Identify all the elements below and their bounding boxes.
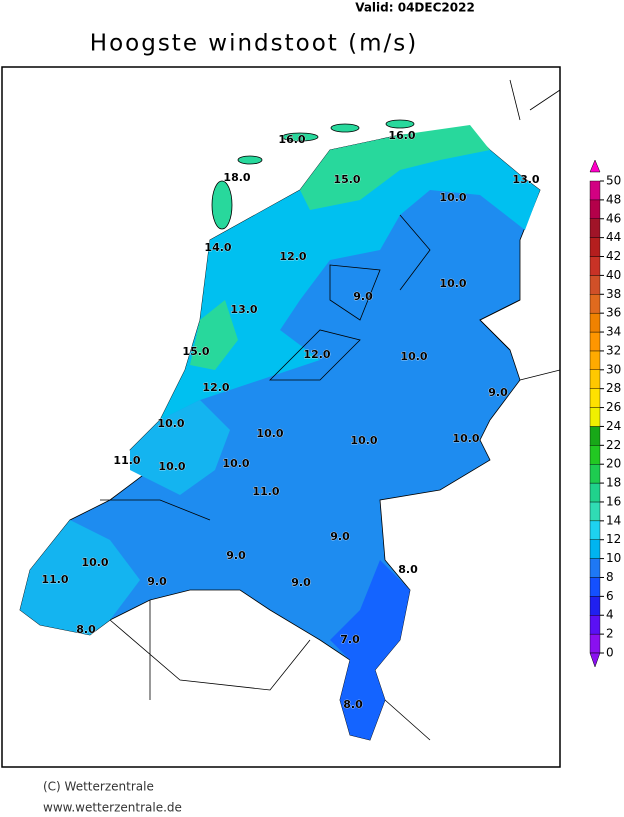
map-label: 9.0 [353,290,373,303]
map-label: 9.0 [488,386,508,399]
colorbar-tick-label: 12 [606,532,621,546]
map-label: 16.0 [388,129,415,142]
map-label: 9.0 [226,549,246,562]
colorbar-tick-label: 22 [606,438,621,452]
map-label: 10.0 [439,277,466,290]
colorbar-bin [589,275,601,295]
map-label: 15.0 [333,173,360,186]
colorbar-tick-label: 0 [606,646,614,660]
colorbar-bin [589,520,601,540]
colorbar-tick-label: 8 [606,570,614,584]
colorbar-tick-label: 2 [606,627,614,641]
map-label: 8.0 [343,698,363,711]
map-label: 10.0 [222,457,249,470]
map-label: 9.0 [291,576,311,589]
colorbar-tick-label: 24 [606,419,621,433]
map-label: 16.0 [278,133,305,146]
url: www.wetterzentrale.de [43,801,182,814]
map-label: 10.0 [158,460,185,473]
colorbar-tick-label: 50 [606,174,621,188]
colorbar-tick-label: 34 [606,325,621,339]
colorbar-tick-label: 44 [606,230,621,244]
map-land [19,79,561,741]
map-label: 10.0 [157,417,184,430]
colorbar-bin [589,558,601,578]
colorbar-tick-label: 28 [606,381,621,395]
map-label: 13.0 [230,303,257,316]
colorbar-tick-label: 38 [606,287,621,301]
colorbar-tick-label: 42 [606,249,621,263]
map-label: 10.0 [350,434,377,447]
colorbar-bin [589,407,601,427]
colorbar-tick-label: 18 [606,476,621,490]
colorbar-tick-label: 16 [606,494,621,508]
colorbar-bin [589,312,601,333]
colorbar-bin [589,218,601,238]
colorbar-tick-label: 32 [606,343,621,357]
colorbar-bin [589,369,601,389]
colorbar-bin [589,539,601,559]
colorbar-bin [589,350,601,371]
colorbar-bin [589,331,601,352]
copyright: (C) Wetterzentrale [43,780,154,794]
map-label: 12.0 [279,250,306,263]
colorbar-bin [589,501,601,522]
map-label: 12.0 [202,381,229,394]
colorbar-bin [589,256,601,276]
map-label: 11.0 [252,485,279,498]
map-label: 10.0 [81,556,108,569]
map-label: 8.0 [76,623,96,636]
colorbar-bin [589,180,601,201]
map-label: 10.0 [452,432,479,445]
map-label: 10.0 [439,191,466,204]
colorbar-tick-label: 48 [606,192,621,206]
map-label: 18.0 [223,171,250,184]
map-label: 9.0 [330,530,350,543]
colorbar-bin [589,388,601,408]
colorbar-tick-label: 20 [606,457,621,471]
colorbar-bin [589,615,601,635]
colorbar-arrow-bottom [589,652,601,668]
map-label: 15.0 [182,345,209,358]
map-label: 14.0 [204,241,231,254]
map-label: 10.0 [256,427,283,440]
map-label: 12.0 [303,348,330,361]
valid-date: Valid: 04DEC2022 [355,1,475,15]
colorbar-bin [589,426,601,446]
colorbar-bin [589,294,601,314]
colorbar-bin [589,482,601,503]
colorbar-tick-label: 4 [606,608,614,622]
map-label: 9.0 [147,575,167,588]
map-label: 10.0 [400,350,427,363]
colorbar-tick-label: 40 [606,268,621,282]
map-label: 11.0 [113,454,140,467]
map-label: 7.0 [340,633,360,646]
colorbar-arrow-top [589,159,601,173]
colorbar-tick-label: 6 [606,589,614,603]
colorbar-tick-label: 46 [606,211,621,225]
colorbar-bin [589,237,601,257]
map-title: Hoogste windstoot (m/s) [90,31,418,57]
map-label: 11.0 [41,573,68,586]
map-label: 13.0 [512,173,539,186]
colorbar-tick-label: 10 [606,551,621,565]
colorbar-bin [589,445,601,465]
colorbar-tick-label: 14 [606,513,621,527]
colorbar-bin [589,577,601,597]
colorbar-bin [589,199,601,219]
colorbar-bin [589,464,601,484]
colorbar-tick-label: 26 [606,400,621,414]
colorbar-tick-label: 30 [606,362,621,376]
colorbar-tick-label: 36 [606,306,621,320]
colorbar-bin [589,633,601,654]
colorbar-bin [589,596,601,616]
map-label: 8.0 [398,563,418,576]
